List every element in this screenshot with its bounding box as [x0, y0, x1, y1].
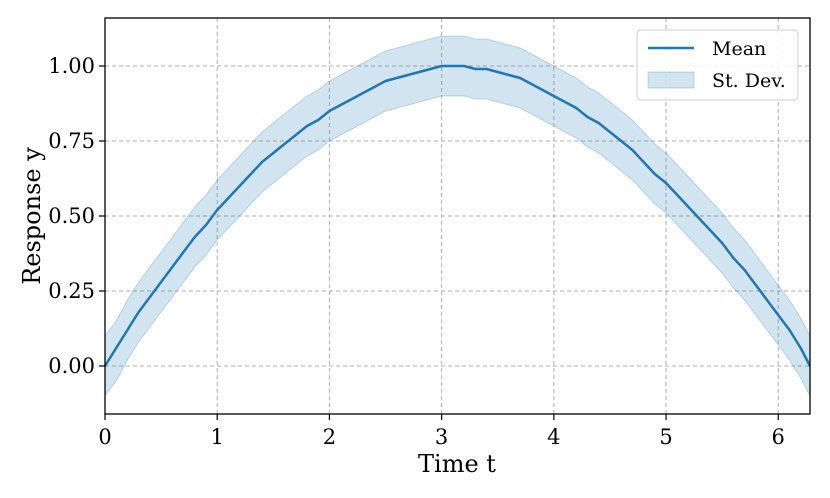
- legend-band-label: St. Dev.: [712, 70, 786, 92]
- y-tick-label: 0.25: [48, 279, 95, 303]
- ticks: 0 1 2 3 4 5 6 0.00 0.25 0.50 0.75 1.00: [48, 54, 785, 449]
- y-tick-label: 0.50: [48, 204, 95, 228]
- mean-line: [103, 64, 812, 367]
- y-axis-label: Response y: [18, 147, 46, 285]
- y-tick-label: 0.00: [48, 354, 95, 378]
- legend-mean-label: Mean: [712, 38, 766, 60]
- x-tick-label: 0: [98, 425, 111, 449]
- x-axis-label: Time t: [418, 450, 496, 478]
- x-tick-label: 3: [435, 425, 448, 449]
- legend-band-swatch: [647, 71, 695, 89]
- y-tick-label: 1.00: [48, 54, 95, 78]
- x-tick-label: 2: [323, 425, 336, 449]
- y-tick-label: 0.75: [48, 129, 95, 153]
- x-tick-label: 4: [547, 425, 560, 449]
- x-tick-label: 1: [211, 425, 224, 449]
- x-tick-label: 5: [659, 425, 672, 449]
- legend: Mean St. Dev.: [636, 29, 799, 101]
- x-tick-label: 6: [772, 425, 785, 449]
- mean-line-layer: [103, 64, 812, 367]
